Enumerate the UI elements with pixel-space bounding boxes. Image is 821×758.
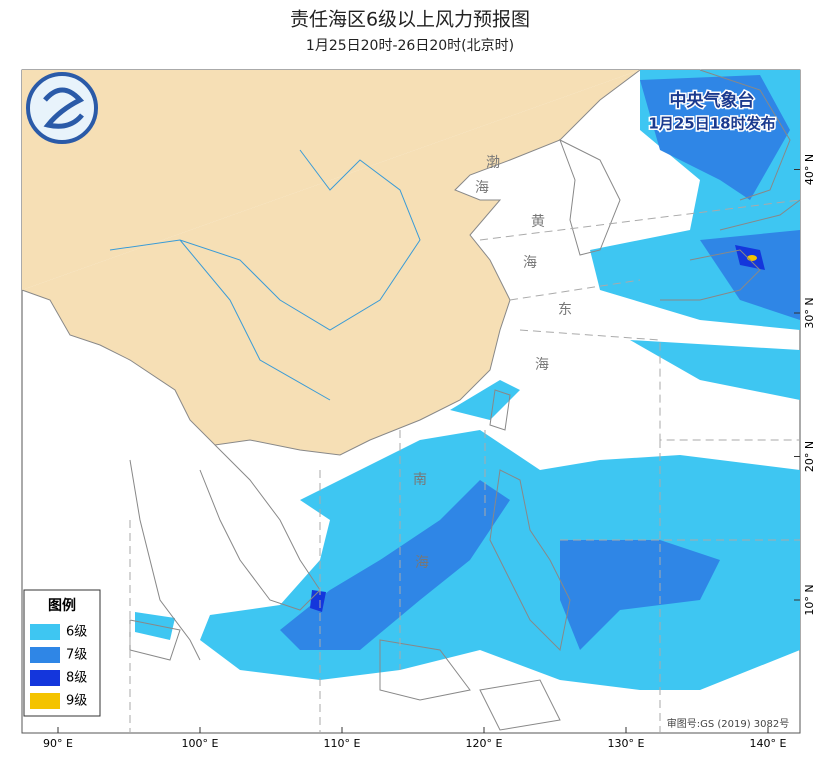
lon-tick-label: 140° E [750, 737, 787, 750]
legend-swatch [30, 670, 60, 686]
wind-area [640, 75, 790, 200]
legend-swatch [30, 647, 60, 663]
wind-area [135, 612, 175, 640]
sea-label: 海 [415, 555, 429, 571]
cma-logo-mark [43, 87, 85, 129]
legend-swatch [30, 693, 60, 709]
map-title: 责任海区6级以上风力预报图 [290, 9, 530, 31]
agency: 中央气象台 [670, 90, 755, 111]
sea-label: 海 [475, 180, 489, 196]
lon-tick-label: 120° E [466, 737, 503, 750]
wind-area [450, 380, 520, 420]
legend-label: 7级 [66, 648, 87, 663]
lat-tick-label: 40° N [803, 154, 816, 185]
legend-swatch [30, 624, 60, 640]
legend-label: 8级 [66, 671, 87, 686]
sea-label: 海 [535, 357, 549, 373]
cma-logo [26, 72, 98, 144]
sea-label: 渤 [486, 155, 500, 171]
sea-zone-lines [129, 199, 801, 733]
wind-area [560, 540, 720, 650]
lat-tick-label: 10° N [803, 584, 816, 615]
sea-label: 南 [413, 472, 427, 488]
lat-tick-label: 20° N [803, 441, 816, 472]
lon-tick-label: 90° E [43, 737, 73, 750]
wind-area [630, 340, 800, 400]
lon-tick-label: 130° E [608, 737, 645, 750]
lat-tick-label: 30° N [803, 297, 816, 328]
land-outlines [21, 69, 801, 731]
legend-label: 9级 [66, 694, 87, 709]
lon-tick-label: 110° E [324, 737, 361, 750]
sea-label: 海 [523, 255, 537, 271]
lon-tick-label: 100° E [182, 737, 219, 750]
legend-title: 图例 [48, 597, 76, 614]
sea-label: 黄 [531, 213, 545, 230]
issued-time: 1月25日18时发布 [648, 115, 775, 133]
approval-number: 审图号:GS (2019) 3082号 [667, 717, 790, 730]
legend-label: 6级 [66, 625, 87, 640]
wind-area [280, 480, 510, 650]
map-subtitle: 1月25日20时-26日20时(北京时) [306, 38, 514, 54]
sea-label: 东 [558, 302, 572, 318]
